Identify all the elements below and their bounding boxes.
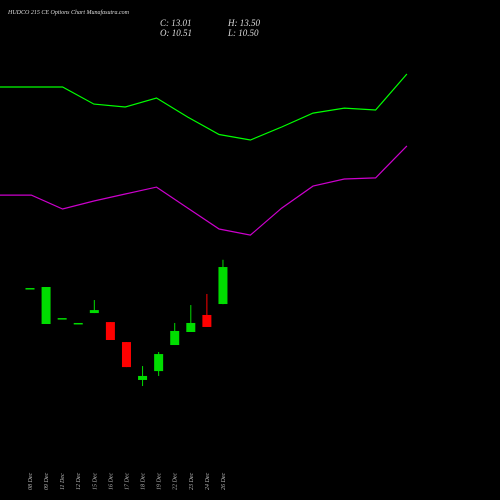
ohlc-open: O: 10.51 xyxy=(160,28,192,38)
x-tick-label: 22 Dec xyxy=(173,473,179,490)
x-tick-label: 11 Dec xyxy=(60,473,66,490)
candle-body xyxy=(154,354,164,372)
ohlc-high: H: 13.50 xyxy=(227,18,260,28)
candle-body xyxy=(89,310,99,314)
x-tick-label: 18 Dec xyxy=(141,473,147,490)
x-tick-label: 16 Dec xyxy=(108,473,114,490)
candle-body xyxy=(218,267,228,305)
indicator-line xyxy=(0,73,408,141)
candle-body xyxy=(105,322,115,340)
indicator-line xyxy=(0,145,408,236)
x-tick-label: 12 Dec xyxy=(76,473,82,490)
candle-body xyxy=(57,318,67,320)
candle-body xyxy=(121,342,131,368)
x-tick-label: 15 Dec xyxy=(92,473,98,490)
ohlc-low: L: 10.50 xyxy=(227,28,259,38)
chart-title: HUDCO 215 CE Options Chart Munafasutra.c… xyxy=(7,9,130,16)
candle-body xyxy=(170,330,180,346)
candle-body xyxy=(73,322,83,325)
x-tick-label: 23 Dec xyxy=(189,473,195,490)
x-tick-label: 09 Dec xyxy=(44,473,50,490)
x-tick-label: 24 Dec xyxy=(204,473,211,490)
ohlc-close: C: 13.01 xyxy=(160,18,192,28)
x-tick-label: 17 Dec xyxy=(124,473,130,490)
candle-body xyxy=(202,314,212,327)
x-tick-label: 26 Dec xyxy=(221,473,227,490)
x-tick-label: 19 Dec xyxy=(157,473,163,490)
candle-body xyxy=(25,288,35,290)
candle-body xyxy=(41,287,51,325)
candle-body xyxy=(186,322,196,333)
candle-body xyxy=(138,375,148,380)
x-tick-label: 08 Dec xyxy=(28,473,34,490)
